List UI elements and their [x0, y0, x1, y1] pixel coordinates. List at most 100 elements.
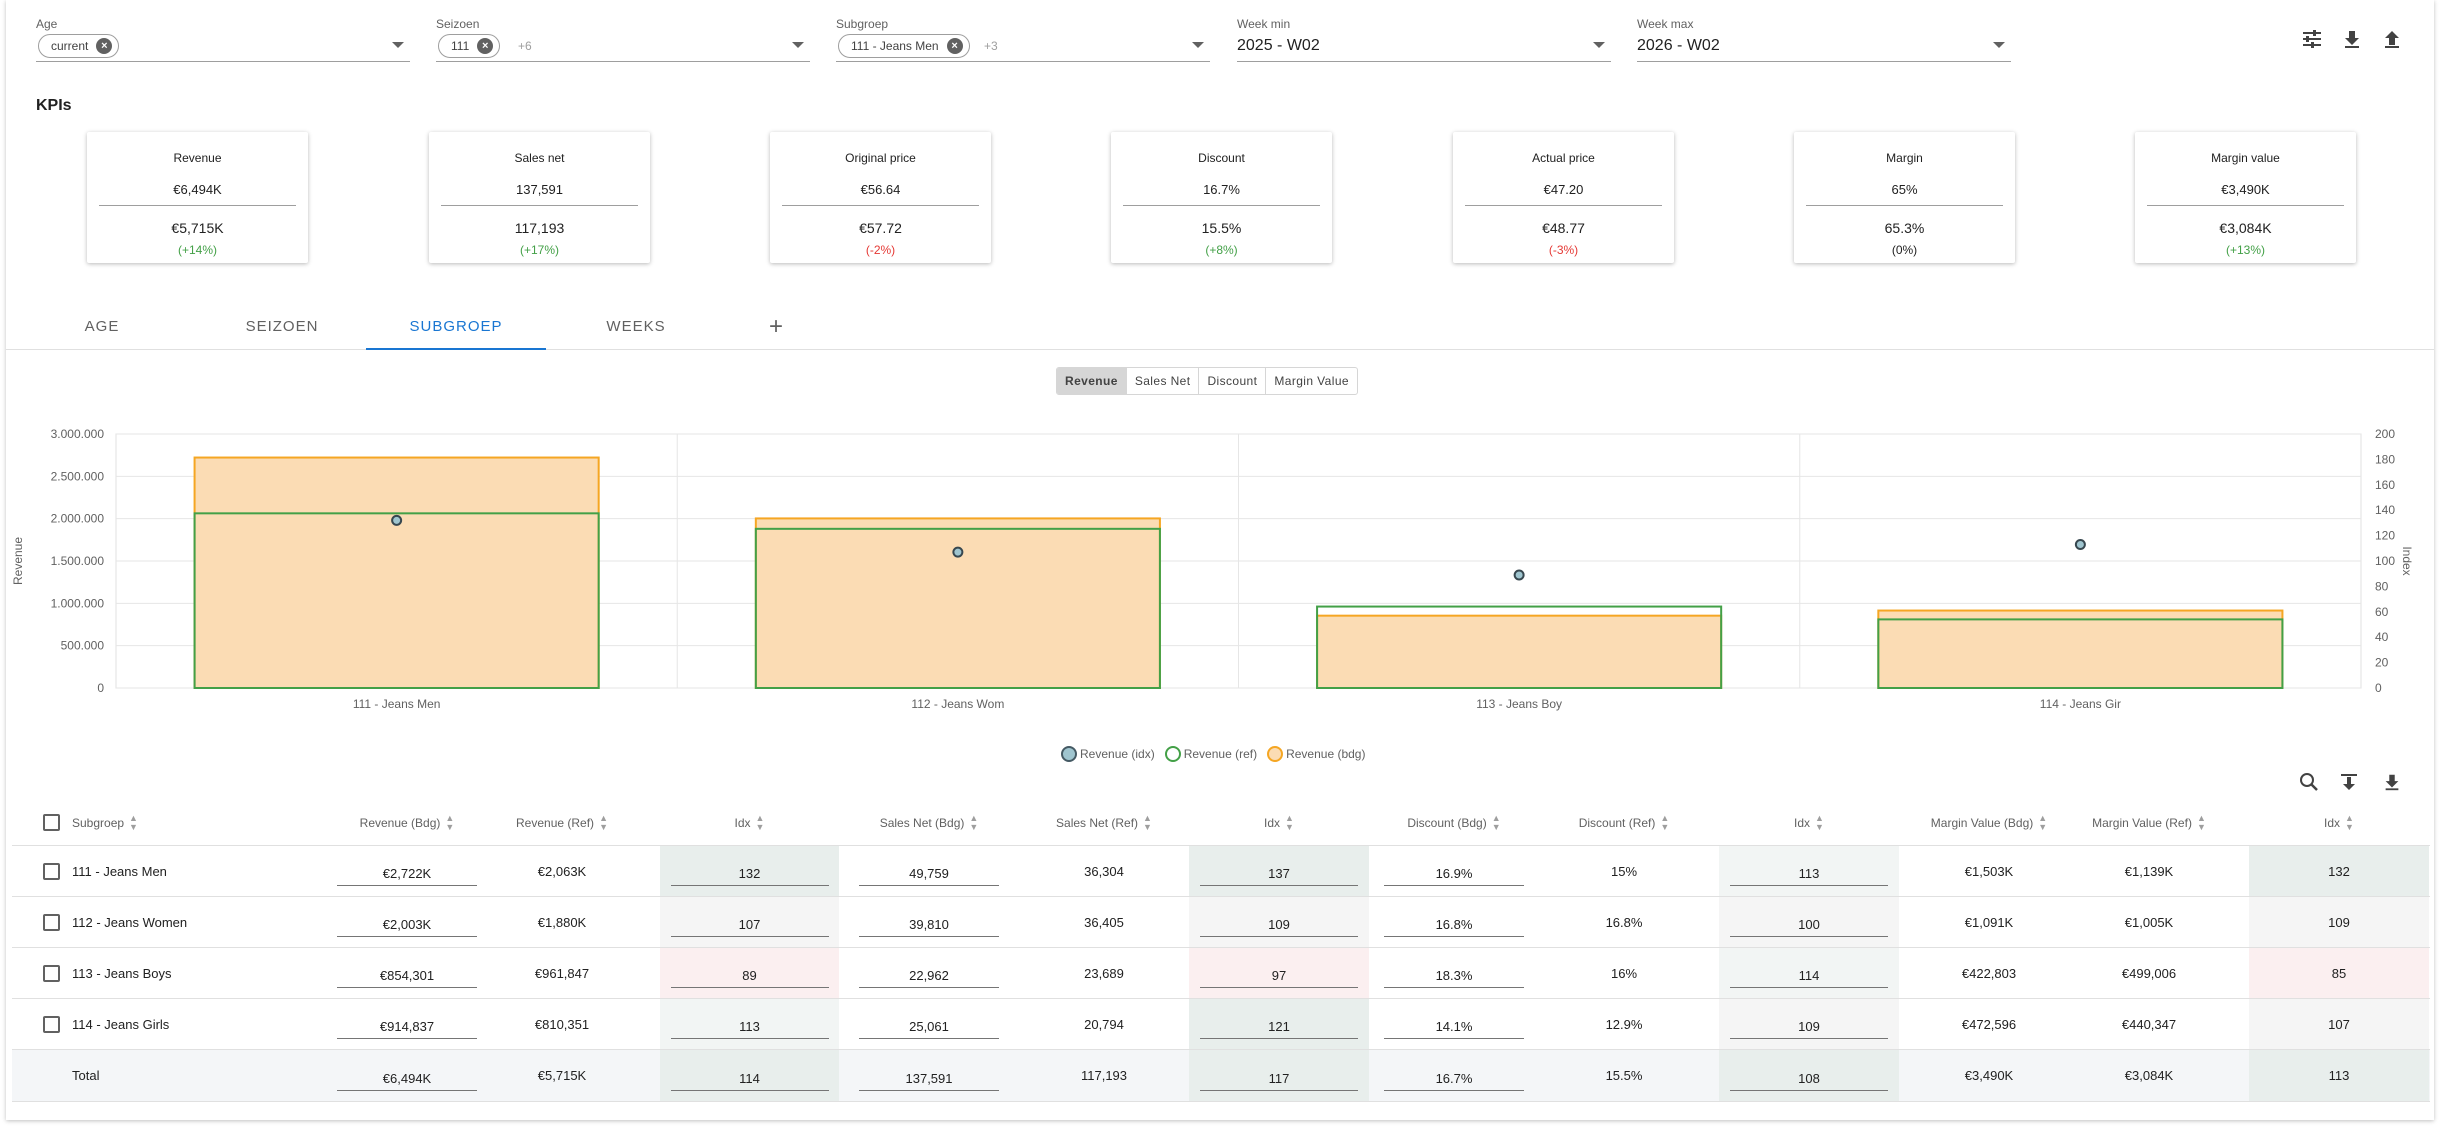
- sort-icon[interactable]: ▲ ▼: [2196, 812, 2206, 832]
- filter-chip[interactable]: 111 ×: [438, 34, 501, 58]
- tab-subgroep[interactable]: SUBGROEP: [366, 302, 546, 350]
- editable-cell-input[interactable]: €854,301: [337, 968, 477, 988]
- column-header[interactable]: Discount (Bdg) ▲ ▼: [1369, 800, 1539, 845]
- editable-cell-input[interactable]: 100: [1730, 917, 1888, 937]
- editable-cell-input[interactable]: €6,494K: [337, 1071, 477, 1091]
- tab-weeks[interactable]: WEEKS: [606, 318, 666, 335]
- chip-remove-icon[interactable]: ×: [477, 38, 494, 54]
- editable-cell-input[interactable]: 121: [1200, 1019, 1358, 1039]
- chevron-down-icon[interactable]: [792, 42, 804, 48]
- filter-chip[interactable]: 111 - Jeans Men ×: [838, 34, 970, 58]
- editable-cell-input[interactable]: 16.7%: [1384, 1071, 1524, 1091]
- column-header[interactable]: Sales Net (Ref) ▲ ▼: [1019, 800, 1189, 845]
- editable-cell-input[interactable]: 14.1%: [1384, 1019, 1524, 1039]
- row-checkbox[interactable]: [38, 846, 64, 896]
- editable-cell-input[interactable]: 109: [1200, 917, 1358, 937]
- editable-cell-input[interactable]: 18.3%: [1384, 968, 1524, 988]
- table-row[interactable]: 114 - Jeans Girls €914,837 €810,351 113 25,0…: [12, 999, 2430, 1050]
- metric-discount-button[interactable]: Discount: [1199, 368, 1267, 394]
- editable-cell-input[interactable]: 137: [1200, 866, 1358, 886]
- filter-age[interactable]: Age current ×: [36, 14, 410, 62]
- upload-icon[interactable]: [2381, 28, 2403, 56]
- sort-icon[interactable]: ▲ ▼: [1660, 812, 1670, 832]
- editable-cell-input[interactable]: 114: [670, 1071, 829, 1091]
- column-header[interactable]: Revenue (Bdg) ▲ ▼: [322, 800, 492, 845]
- tune-icon[interactable]: [2301, 28, 2323, 56]
- editable-cell-input[interactable]: €2,003K: [337, 917, 477, 937]
- sort-icon[interactable]: ▲ ▼: [1491, 812, 1501, 832]
- add-tab-button[interactable]: +: [768, 313, 783, 340]
- editable-cell-input[interactable]: 25,061: [859, 1019, 999, 1039]
- tab-age[interactable]: AGE: [84, 318, 120, 335]
- column-header[interactable]: Idx ▲ ▼: [1189, 800, 1369, 845]
- legend-item[interactable]: Revenue (ref): [1164, 746, 1257, 762]
- editable-cell-input[interactable]: 49,759: [859, 866, 999, 886]
- chip-remove-icon[interactable]: ×: [96, 38, 113, 54]
- download-icon[interactable]: [2382, 772, 2402, 798]
- editable-cell-input[interactable]: 107: [670, 917, 829, 937]
- tab-seizoen[interactable]: SEIZOEN: [245, 318, 319, 335]
- sort-icon[interactable]: ▲ ▼: [1285, 812, 1294, 832]
- sort-icon[interactable]: ▲ ▼: [599, 812, 608, 832]
- editable-cell-input[interactable]: €914,837: [337, 1019, 477, 1039]
- sort-icon[interactable]: ▲ ▼: [969, 812, 979, 832]
- filter-subgroep[interactable]: Subgroep 111 - Jeans Men × +3: [836, 14, 1210, 62]
- editable-cell-input[interactable]: 117: [1200, 1071, 1358, 1091]
- table-row[interactable]: 112 - Jeans Women €2,003K €1,880K 107 39,810…: [12, 897, 2430, 948]
- chevron-down-icon[interactable]: [1993, 42, 2005, 48]
- chevron-down-icon[interactable]: [1192, 42, 1204, 48]
- editable-cell-input[interactable]: 113: [1730, 866, 1888, 886]
- column-header[interactable]: Margin Value (Ref) ▲ ▼: [2069, 800, 2229, 845]
- editable-cell-input[interactable]: 113: [670, 1019, 829, 1039]
- column-header[interactable]: Subgroep ▲ ▼: [72, 800, 302, 845]
- sort-icon[interactable]: ▲ ▼: [2038, 812, 2048, 832]
- legend-item[interactable]: Revenue (bdg): [1267, 746, 1365, 762]
- chevron-down-icon[interactable]: [392, 42, 404, 48]
- row-checkbox[interactable]: [38, 948, 64, 998]
- editable-cell-input[interactable]: 16.8%: [1384, 917, 1524, 937]
- select-all-checkbox[interactable]: [38, 800, 64, 845]
- search-icon[interactable]: [2299, 772, 2319, 798]
- column-header[interactable]: Idx ▲ ▼: [2249, 800, 2429, 845]
- column-header[interactable]: Revenue (Ref) ▲ ▼: [482, 800, 642, 845]
- row-checkbox[interactable]: [38, 897, 64, 947]
- sort-icon[interactable]: ▲ ▼: [129, 812, 138, 832]
- filter-collapse-icon[interactable]: [2339, 772, 2359, 798]
- chevron-down-icon[interactable]: [1593, 42, 1605, 48]
- column-header[interactable]: Idx ▲ ▼: [1719, 800, 1899, 845]
- sort-icon[interactable]: ▲ ▼: [2345, 812, 2354, 832]
- column-header[interactable]: Sales Net (Bdg) ▲ ▼: [839, 800, 1019, 845]
- legend-item[interactable]: Revenue (idx): [1061, 746, 1155, 762]
- metric-margin-value-button[interactable]: Margin Value: [1274, 374, 1349, 388]
- editable-cell-input[interactable]: 39,810: [859, 917, 999, 937]
- chip-remove-icon[interactable]: ×: [946, 38, 963, 54]
- metric-revenue-button[interactable]: Revenue: [1057, 368, 1127, 394]
- editable-cell-input[interactable]: 108: [1730, 1071, 1888, 1091]
- metric-sales-net-button[interactable]: Sales Net: [1127, 368, 1200, 394]
- column-header[interactable]: Idx ▲ ▼: [660, 800, 839, 845]
- filter-week-min[interactable]: Week min 2025 - W02: [1237, 14, 1611, 62]
- download-icon[interactable]: [2341, 28, 2363, 56]
- filter-chip[interactable]: current ×: [38, 34, 120, 58]
- column-header[interactable]: Margin Value (Bdg) ▲ ▼: [1899, 800, 2079, 845]
- editable-cell-input[interactable]: 16.9%: [1384, 866, 1524, 886]
- kpi-card: Original price €56.64 €57.72 (-2%): [770, 132, 991, 263]
- editable-cell-input[interactable]: 22,962: [859, 968, 999, 988]
- column-header[interactable]: Discount (Ref) ▲ ▼: [1539, 800, 1709, 845]
- editable-cell-input[interactable]: 89: [670, 968, 829, 988]
- sort-icon[interactable]: ▲ ▼: [755, 812, 765, 832]
- editable-cell-input[interactable]: 132: [670, 866, 829, 886]
- editable-cell-input[interactable]: €2,722K: [337, 866, 477, 886]
- sort-icon[interactable]: ▲ ▼: [1815, 812, 1824, 832]
- table-row[interactable]: 113 - Jeans Boys €854,301 €961,847 89 22,962…: [12, 948, 2430, 999]
- filter-seizoen[interactable]: Seizoen 111 × +6: [436, 14, 810, 62]
- editable-cell-input[interactable]: 109: [1730, 1019, 1888, 1039]
- editable-cell-input[interactable]: 97: [1200, 968, 1358, 988]
- table-row[interactable]: 111 - Jeans Men €2,722K €2,063K 132 49,759 36…: [12, 846, 2430, 897]
- sort-icon[interactable]: ▲ ▼: [445, 812, 455, 832]
- editable-cell-input[interactable]: 114: [1730, 968, 1888, 988]
- editable-cell-input[interactable]: 137,591: [859, 1071, 999, 1091]
- filter-week-max[interactable]: Week max 2026 - W02: [1637, 14, 2011, 62]
- row-checkbox[interactable]: [38, 999, 64, 1049]
- sort-icon[interactable]: ▲ ▼: [1143, 812, 1152, 832]
